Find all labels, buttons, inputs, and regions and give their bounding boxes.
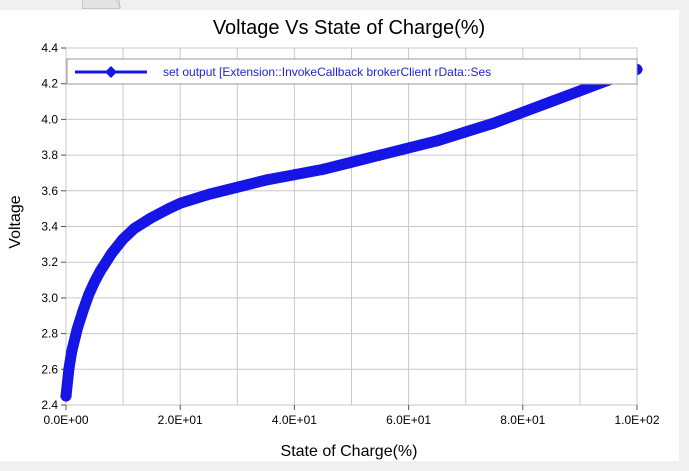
x-axis-label: State of Charge(%) bbox=[281, 443, 418, 460]
y-tick-label: 3.0 bbox=[41, 291, 58, 305]
x-tick-label: 1.0E+02 bbox=[614, 413, 659, 427]
y-tick-label: 3.2 bbox=[41, 255, 58, 269]
x-tick-label: 8.0E+01 bbox=[500, 413, 545, 427]
data-point bbox=[374, 149, 387, 162]
data-point bbox=[174, 197, 187, 210]
data-point bbox=[71, 322, 84, 335]
x-tick-label: 6.0E+01 bbox=[386, 413, 431, 427]
data-point bbox=[65, 345, 78, 358]
y-tick-label: 3.8 bbox=[41, 148, 58, 162]
data-point bbox=[488, 116, 501, 129]
y-tick-label: 2.6 bbox=[41, 362, 58, 376]
y-axis-label: Voltage bbox=[7, 195, 24, 248]
chart-panel: Voltage Vs State of Charge(%) 2.4 2.6 2.8 3… bbox=[0, 10, 679, 461]
data-point bbox=[402, 141, 415, 154]
y-tick-label: 4.4 bbox=[41, 41, 58, 55]
data-point bbox=[259, 174, 272, 187]
data-point bbox=[516, 106, 529, 119]
y-tick-label: 4.0 bbox=[41, 112, 58, 126]
axis-ticks: 2.4 2.6 2.8 3.0 3.2 3.4 3.6 3.8 4.0 4.2 4.4 0.0E+00… bbox=[41, 41, 660, 427]
legend-marker-icon bbox=[105, 66, 117, 78]
data-point bbox=[231, 181, 244, 194]
voltage-soc-chart: Voltage Vs State of Charge(%) 2.4 2.6 2.8 3… bbox=[7, 17, 660, 460]
x-tick-label: 4.0E+01 bbox=[272, 413, 317, 427]
data-point bbox=[94, 265, 107, 278]
window-tab[interactable] bbox=[82, 0, 120, 9]
data-point bbox=[145, 211, 158, 224]
y-tick-label: 2.8 bbox=[41, 327, 58, 341]
x-tick-label: 2.0E+01 bbox=[158, 413, 203, 427]
data-point bbox=[162, 202, 175, 215]
legend-box bbox=[66, 58, 638, 85]
data-point bbox=[202, 188, 215, 201]
data-point bbox=[345, 156, 358, 169]
y-tick-label: 3.6 bbox=[41, 184, 58, 198]
legend: set output [Extension::InvokeCallback br… bbox=[66, 58, 638, 85]
data-point bbox=[77, 304, 90, 317]
data-point bbox=[117, 232, 130, 245]
data-point bbox=[545, 95, 558, 108]
data-point bbox=[88, 275, 101, 288]
data-point bbox=[288, 168, 301, 181]
data-point bbox=[573, 84, 586, 97]
data-point bbox=[60, 390, 72, 403]
data-point bbox=[128, 222, 141, 235]
window-top-strip bbox=[0, 0, 689, 12]
legend-entry-label: set output [Extension::InvokeCallback br… bbox=[163, 65, 491, 79]
data-point bbox=[62, 363, 75, 376]
data-point bbox=[105, 247, 118, 260]
data-point bbox=[316, 163, 329, 176]
chart-title: Voltage Vs State of Charge(%) bbox=[213, 17, 485, 39]
y-tick-label: 2.4 bbox=[41, 398, 58, 412]
data-point bbox=[82, 288, 95, 301]
y-tick-label: 4.2 bbox=[41, 77, 58, 91]
x-tick-label: 0.0E+00 bbox=[43, 413, 88, 427]
data-point bbox=[431, 134, 444, 147]
y-tick-label: 3.4 bbox=[41, 220, 58, 234]
